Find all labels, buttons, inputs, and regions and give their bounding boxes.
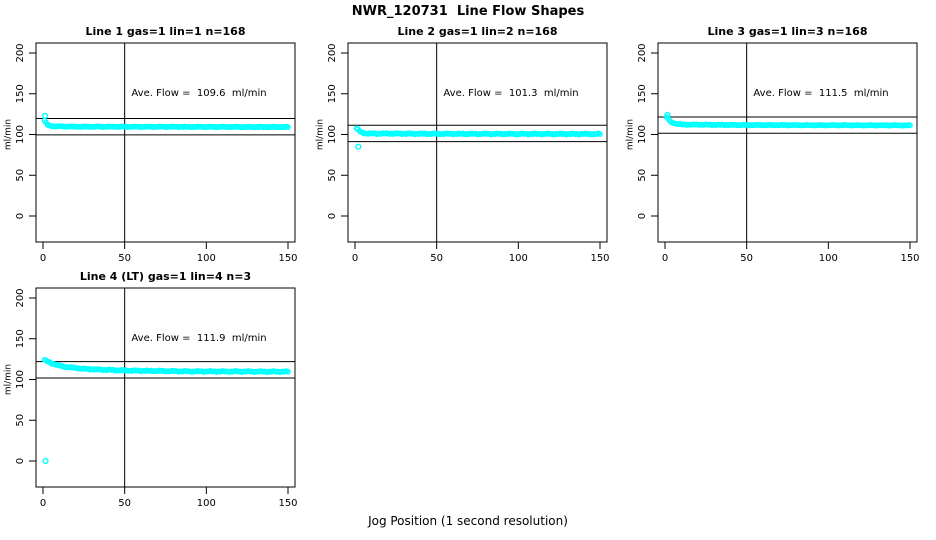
subplot-title: Line 4 (LT) gas=1 lin=4 n=3 [80, 270, 251, 283]
x-tick-label: 150 [278, 498, 297, 509]
y-axis-unit-label: ml/min [4, 119, 14, 150]
x-tick-label: 0 [40, 498, 46, 509]
x-tick-label: 0 [662, 253, 668, 264]
y-tick-label: 100 [637, 125, 648, 144]
figure-x-axis-label: Jog Position (1 second resolution) [368, 514, 568, 528]
x-axis: 0 50 100 150 [40, 242, 298, 264]
data-series [353, 125, 603, 150]
y-axis-unit-label: ml/min [626, 119, 636, 150]
y-tick-label: 200 [327, 43, 338, 62]
average-flow-annotation: Ave. Flow = 109.6 ml/min [131, 88, 266, 99]
y-tick-label: 150 [15, 329, 26, 348]
x-tick-label: 150 [900, 253, 919, 264]
x-axis: 0 50 100 150 [662, 242, 920, 264]
subplot-line2: 0 50 100 150 200 ml/min 0 50 100 150 Line 2 gas=1 … [316, 25, 610, 264]
y-tick-label: 150 [637, 84, 648, 103]
subplot-title: Line 3 gas=1 lin=3 n=168 [707, 25, 867, 38]
x-tick-label: 0 [352, 253, 358, 264]
x-axis: 0 50 100 150 [352, 242, 610, 264]
y-axis-unit-label: ml/min [316, 119, 326, 150]
outlier-point [355, 143, 362, 150]
y-axis: 0 50 100 150 200 ml/min [626, 43, 658, 219]
data-point [285, 124, 291, 130]
subplot-title: Line 2 gas=1 lin=2 n=168 [397, 25, 557, 38]
subplot-line4: 0 50 100 150 200 ml/min 0 50 100 150 Line 4 (LT) g… [4, 270, 298, 509]
subplot-title: Line 1 gas=1 lin=1 n=168 [85, 25, 245, 38]
x-tick-label: 150 [278, 253, 297, 264]
subplot-line1: 0 50 100 150 200 ml/min 0 50 100 150 Line 1 gas=1 … [4, 25, 298, 264]
y-tick-label: 150 [327, 84, 338, 103]
data-series [663, 111, 913, 129]
x-tick-label: 50 [740, 253, 753, 264]
outlier-point [664, 111, 671, 119]
x-tick-label: 0 [40, 253, 46, 264]
y-tick-label: 100 [15, 370, 26, 389]
y-tick-label: 0 [327, 213, 338, 219]
x-tick-label: 50 [118, 253, 131, 264]
y-tick-label: 150 [15, 84, 26, 103]
data-series [41, 112, 291, 131]
x-tick-label: 50 [430, 253, 443, 264]
outlier-point [42, 457, 49, 465]
y-tick-label: 0 [15, 458, 26, 464]
plot-box [35, 42, 296, 243]
y-axis: 0 50 100 150 200 ml/min [4, 288, 36, 464]
y-tick-label: 100 [15, 125, 26, 144]
y-tick-label: 50 [15, 169, 26, 182]
data-point [907, 122, 913, 129]
x-axis: 0 50 100 150 [40, 487, 298, 509]
y-tick-label: 100 [327, 125, 338, 144]
outlier-point [41, 112, 49, 119]
data-series [41, 357, 291, 465]
plot-box [35, 287, 296, 488]
y-tick-label: 50 [327, 169, 338, 182]
y-tick-label: 50 [637, 169, 648, 182]
x-tick-label: 100 [819, 253, 838, 264]
data-point [285, 368, 291, 375]
y-tick-label: 200 [637, 43, 648, 62]
y-axis: 0 50 100 150 200 ml/min [4, 43, 36, 219]
y-axis: 0 50 100 150 200 ml/min [316, 43, 348, 219]
data-point [597, 131, 603, 137]
y-axis-unit-label: ml/min [4, 364, 14, 395]
figure-title: NWR_120731 Line Flow Shapes [351, 4, 585, 19]
x-tick-label: 100 [197, 498, 216, 509]
x-tick-label: 150 [590, 253, 609, 264]
average-flow-annotation: Ave. Flow = 111.9 ml/min [131, 333, 266, 344]
plot-box [347, 42, 608, 243]
average-flow-annotation: Ave. Flow = 111.5 ml/min [753, 88, 888, 99]
y-tick-label: 50 [15, 414, 26, 427]
average-flow-annotation: Ave. Flow = 101.3 ml/min [443, 88, 578, 99]
plot-box [657, 42, 918, 243]
subplot-line3: 0 50 100 150 200 ml/min 0 50 100 150 Line 3 gas=1 … [626, 25, 920, 264]
y-tick-label: 0 [637, 213, 648, 219]
x-tick-label: 50 [118, 498, 131, 509]
x-tick-label: 100 [509, 253, 528, 264]
y-tick-label: 200 [15, 288, 26, 307]
x-tick-label: 100 [197, 253, 216, 264]
y-tick-label: 200 [15, 43, 26, 62]
y-tick-label: 0 [15, 213, 26, 219]
